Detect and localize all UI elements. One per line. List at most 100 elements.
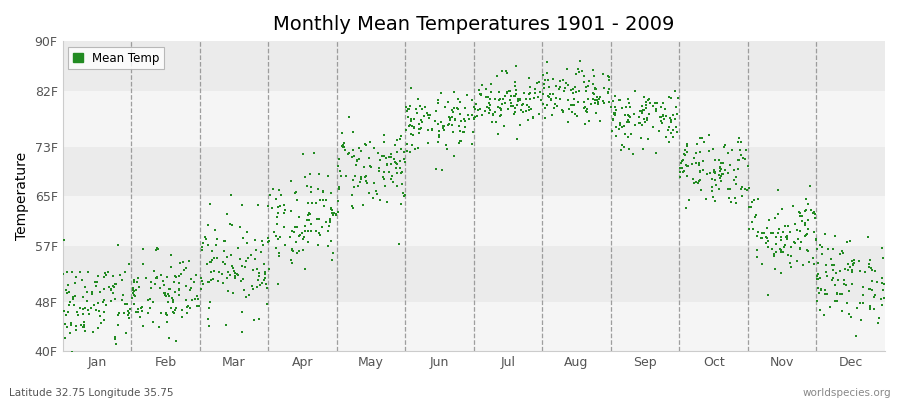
Point [400,108,415,114]
Point [65,269,79,276]
Point [597,71,611,77]
Point [847,257,861,263]
Point [621,113,635,120]
Point [239,240,254,246]
Point [734,184,749,190]
Point [295,236,310,242]
Point [740,187,754,194]
Point [603,104,617,110]
Point [310,216,324,222]
Point [711,172,725,178]
Point [775,206,789,212]
Point [233,256,248,262]
Point [669,103,683,110]
Point [87,279,102,286]
Point [662,115,677,121]
Point [148,281,163,287]
Point [608,110,622,116]
Point [845,258,859,264]
Point [666,134,680,140]
Point [814,242,828,248]
Point [220,288,235,294]
Point [201,316,215,322]
Point [641,97,655,103]
Point [668,116,682,122]
Point [729,174,743,180]
Point [400,114,415,121]
Point [271,236,285,242]
Point [707,167,722,174]
Point [741,163,755,170]
Point [358,174,373,180]
Point [332,168,347,174]
Point [377,139,392,145]
Point [331,197,346,204]
Point [119,330,133,337]
Point [580,96,595,102]
Point [464,97,479,103]
Point [345,192,359,198]
Point [778,223,792,229]
Point [429,166,444,172]
Point [691,180,706,186]
Point [194,274,208,281]
Point [302,211,317,217]
Point [446,152,461,159]
Point [793,228,807,234]
Point [363,163,377,169]
Point [112,272,127,278]
Point [93,289,107,296]
Point [136,323,150,329]
Point [662,124,676,131]
Point [706,169,721,176]
Point [127,288,141,294]
Point [80,297,94,304]
Point [251,277,266,283]
Point [751,229,765,235]
Bar [62,196,885,246]
Point [557,88,572,94]
Point [362,155,376,161]
Point [841,261,855,267]
Point [754,230,769,236]
Point [368,188,382,194]
Point [806,261,821,267]
Point [274,192,288,198]
Point [663,130,678,136]
Point [540,102,554,108]
Point [210,236,224,242]
Point [580,83,595,90]
Point [154,310,168,316]
Point [507,93,521,99]
Point [473,91,488,98]
Point [302,217,316,224]
Point [356,202,370,208]
Point [810,272,824,279]
Point [714,160,728,166]
Point [784,244,798,250]
Point [384,176,399,182]
Point [389,164,403,171]
Point [173,260,187,266]
Point [580,108,594,114]
Point [760,234,774,240]
Point [298,266,312,272]
Point [327,210,341,216]
Point [377,153,392,160]
Point [670,128,685,135]
Point [303,228,318,234]
Point [272,250,286,256]
Point [261,203,275,209]
Point [64,320,78,326]
Point [825,262,840,268]
Point [576,79,590,85]
Point [256,241,270,248]
Point [635,146,650,152]
Point [471,107,485,114]
Point [387,158,401,165]
Point [154,271,168,278]
Point [541,92,555,99]
Point [400,148,415,154]
Point [548,101,562,108]
Point [510,102,525,108]
